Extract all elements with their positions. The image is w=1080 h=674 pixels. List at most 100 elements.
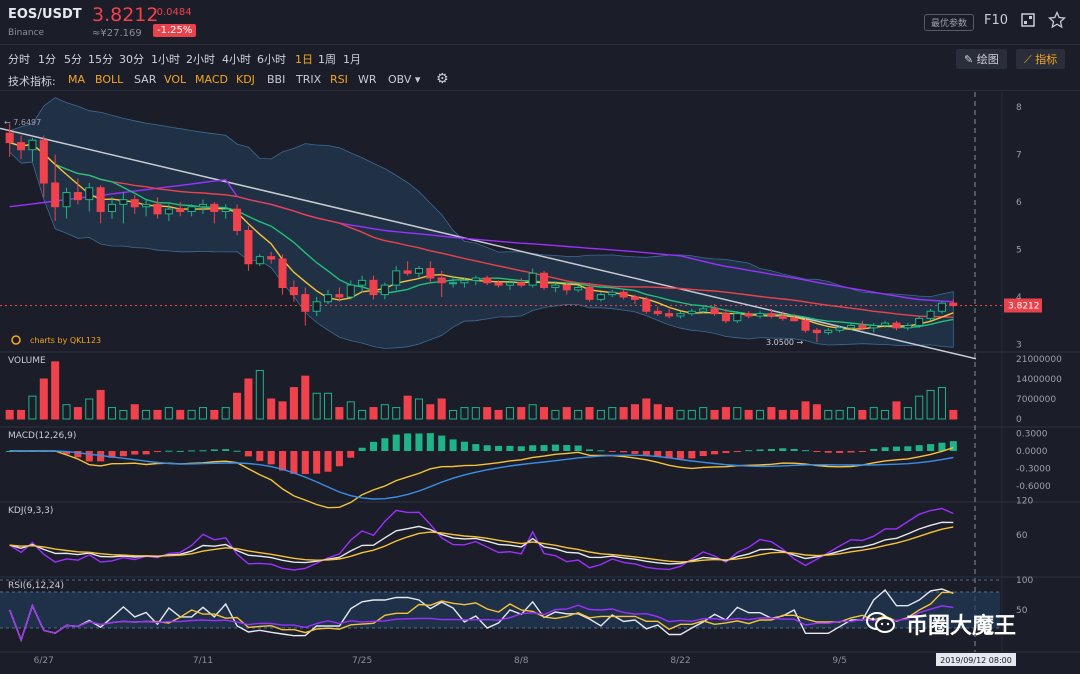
macd-hist-44 (506, 445, 514, 451)
volume-bar-48 (551, 409, 560, 420)
timeframe-bar: 分时 1分 5分 15分 30分 1小时 2小时 4小时 6小时 1日 1周 1月 (0, 48, 1080, 68)
candle-body-2 (28, 139, 37, 151)
macd-tick-0: 0.3000 (1016, 430, 1048, 440)
star-icon[interactable] (1047, 10, 1067, 33)
timeframe-5[interactable]: 1小时 (151, 53, 180, 66)
indicator-toggle-3[interactable]: VOL (164, 73, 187, 86)
candle-body-45 (517, 282, 526, 286)
f10-button[interactable]: F10 (984, 13, 1009, 28)
indicator-toggle-1[interactable]: BOLL (95, 73, 124, 86)
macd-dea-line (9, 450, 954, 500)
candle-body-79 (903, 325, 912, 329)
timeframe-9[interactable]: 1日 (295, 53, 313, 66)
kdj-k-line (9, 521, 954, 565)
price-tick-4: 4 (1016, 293, 1022, 303)
indicator-toggle-9[interactable]: WR (358, 73, 377, 86)
macd-hist-67 (767, 449, 775, 451)
indicator-button[interactable]: ⟋ 指标 (1016, 49, 1066, 69)
candle-body-5 (62, 192, 71, 208)
macd-hist-21 (244, 451, 252, 457)
timeframe-11[interactable]: 1月 (343, 53, 361, 66)
candle-body-75 (858, 325, 867, 329)
macd-tick-2: -0.3000 (1016, 464, 1051, 474)
candle-body-41 (471, 277, 480, 281)
timeframe-6[interactable]: 2小时 (186, 53, 215, 66)
candle-body-32 (369, 279, 378, 296)
volume-bar-42 (483, 407, 492, 420)
volume-bar-66 (756, 409, 765, 420)
timeframe-7[interactable]: 4小时 (222, 53, 251, 66)
header: EOS/USDT Binance 3.8212 -0.0484 ≈¥27.169… (0, 0, 1080, 45)
macd-hist-69 (790, 448, 798, 451)
macd-hist-10 (119, 451, 127, 457)
macd-hist-26 (301, 451, 309, 475)
volume-bar-18 (210, 409, 219, 420)
macd-hist-82 (938, 442, 946, 451)
indicator-toggle-7[interactable]: TRIX (296, 73, 322, 86)
volume-bar-51 (585, 407, 594, 420)
ma10-line (9, 141, 954, 329)
macd-dif-line (9, 447, 954, 509)
volume-bar-78 (892, 401, 901, 420)
volume-bar-55 (630, 404, 640, 420)
indicator-toggle-5[interactable]: KDJ (236, 73, 255, 86)
candle-body-82 (937, 302, 946, 312)
candle-body-65 (744, 313, 753, 317)
timeframe-2[interactable]: 5分 (64, 53, 82, 66)
volume-bar-61 (699, 407, 708, 420)
volume-bar-52 (596, 409, 605, 420)
pair-title[interactable]: EOS/USDT (8, 7, 82, 22)
indicator-toggle-8[interactable]: RSI (330, 73, 348, 86)
timeframe-10[interactable]: 1周 (318, 53, 336, 66)
candle-body-20 (233, 208, 242, 231)
macd-hist-68 (779, 448, 787, 451)
macd-hist-37 (426, 433, 434, 451)
rsi-tick-0: 100 (1016, 576, 1033, 586)
macd-hist-23 (267, 451, 275, 465)
indicator-toggle-0[interactable]: MA (68, 73, 86, 86)
price-tick-2: 6 (1016, 198, 1022, 208)
macd-hist-30 (347, 451, 355, 458)
macd-hist-38 (438, 435, 446, 451)
candle-body-62 (710, 308, 719, 315)
macd-hist-56 (642, 451, 650, 456)
timeframe-4[interactable]: 30分 (119, 53, 144, 66)
candle-body-70 (801, 320, 810, 331)
indicator-toggle-4[interactable]: MACD (195, 73, 228, 86)
timeframe-8[interactable]: 6小时 (257, 53, 286, 66)
macd-hist-20 (233, 450, 241, 452)
volume-bar-69 (790, 409, 799, 420)
macd-hist-71 (813, 451, 821, 452)
timeframe-3[interactable]: 15分 (88, 53, 113, 66)
cny-price: ≈¥27.169 (92, 28, 142, 39)
timeframe-1[interactable]: 1分 (38, 53, 56, 66)
macd-hist-19 (222, 449, 230, 451)
settings-gear-icon[interactable]: ⚙ (436, 71, 449, 87)
candle-body-30 (346, 284, 355, 298)
macd-hist-59 (676, 451, 684, 459)
candle-body-23 (267, 256, 276, 260)
fullscreen-icon[interactable] (1020, 12, 1036, 32)
timeframe-0[interactable]: 分时 (8, 53, 30, 66)
candle-body-24 (278, 258, 287, 288)
macd-hist-32 (369, 441, 378, 451)
x-label-5: 9/5 (832, 656, 846, 666)
macd-hist-40 (460, 441, 468, 451)
indicator-toggle-10[interactable]: OBV ▾ (388, 73, 421, 86)
candle-body-71 (812, 329, 821, 334)
price-chart[interactable]: 8 7 6 5 4 3 3.8212 ← 7.6497 3.0500 → charts by QK… (0, 92, 1080, 674)
price-tick-0: 8 (1016, 103, 1022, 113)
macd-hist-52 (597, 450, 605, 452)
volume-bar-36 (414, 398, 423, 420)
indicator-toggle-6[interactable]: BBI (267, 73, 286, 86)
macd-hist-25 (290, 451, 298, 474)
draw-button[interactable]: ✎ 绘图 (956, 49, 1007, 69)
optimal-params-button[interactable]: 最优参数 (924, 14, 975, 31)
macd-hist-66 (756, 449, 764, 451)
candle-body-7 (85, 187, 94, 201)
volume-bar-75 (858, 409, 867, 420)
volume-bar-83 (949, 409, 958, 420)
volume-bar-58 (665, 407, 674, 420)
indicator-toggle-2[interactable]: SAR (134, 73, 157, 86)
candle-body-53 (608, 291, 617, 296)
